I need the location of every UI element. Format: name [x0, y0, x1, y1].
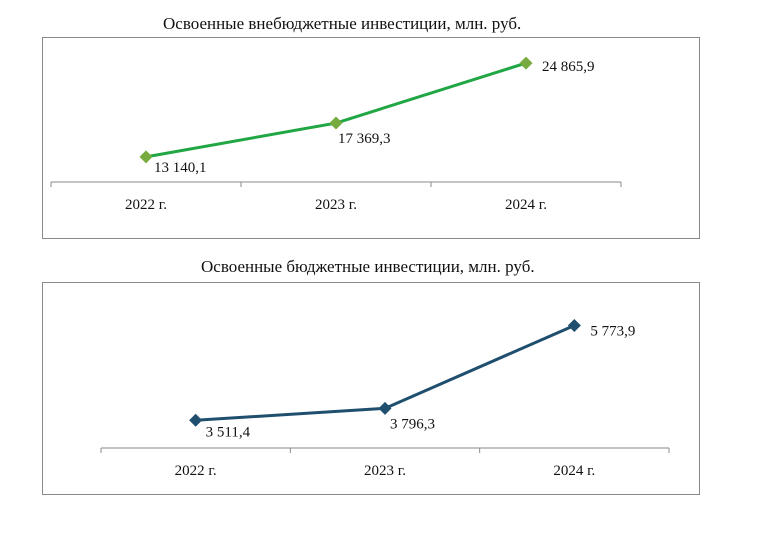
- data-point-marker: [189, 413, 203, 427]
- data-point-marker: [329, 116, 343, 130]
- data-label: 13 140,1: [154, 160, 207, 176]
- data-label: 3 511,4: [206, 424, 251, 440]
- x-tick-label: 2023 г.: [315, 197, 357, 213]
- chart-panel-budgetary: 2022 г. 2023 г. 2024 г. 3 511,4 3 796,3 5 773…: [42, 282, 700, 495]
- x-tick-label: 2023 г.: [364, 463, 406, 479]
- x-tick-label: 2022 г.: [125, 197, 167, 213]
- chart-panel-extrabudgetary: 2022 г. 2023 г. 2024 г. 13 140,1 17 369,3 24 …: [42, 37, 700, 239]
- data-point-marker: [378, 401, 392, 415]
- line-chart-extrabudgetary: 2022 г. 2023 г. 2024 г. 13 140,1 17 369,3 24 …: [50, 56, 622, 213]
- data-label: 17 369,3: [338, 131, 391, 147]
- data-label: 3 796,3: [390, 416, 435, 432]
- data-label: 24 865,9: [542, 59, 595, 75]
- chart-title-extrabudgetary: Освоенные внебюджетные инвестиции, млн. …: [163, 14, 522, 33]
- data-label: 5 773,9: [590, 323, 635, 339]
- data-point-marker: [567, 318, 581, 332]
- line-chart-budgetary: 2022 г. 2023 г. 2024 г. 3 511,4 3 796,3 5 773…: [100, 318, 670, 479]
- x-tick-label: 2024 г.: [505, 197, 547, 213]
- chart-title-budgetary: Освоенные бюджетные инвестиции, млн. руб…: [201, 257, 535, 276]
- data-point-marker: [519, 56, 533, 70]
- x-tick-label: 2022 г.: [175, 463, 217, 479]
- data-point-marker: [139, 150, 153, 164]
- series-line-extrabudgetary: [145, 61, 527, 159]
- x-tick-label: 2024 г.: [553, 463, 595, 479]
